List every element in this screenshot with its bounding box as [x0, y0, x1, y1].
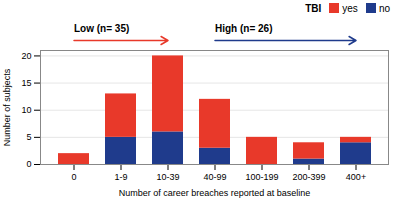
- svg-text:0: 0: [71, 172, 76, 182]
- svg-text:15: 15: [21, 78, 31, 88]
- html-text:yes: yes: [342, 2, 358, 14]
- html-text:TBI: TBI: [305, 2, 322, 14]
- svg-text:10: 10: [21, 105, 31, 115]
- svg-text:5: 5: [26, 132, 31, 142]
- svg-text:High (n= 26): High (n= 26): [215, 23, 273, 34]
- svg-text:Number of career breaches repo: Number of career breaches reported at ba…: [119, 188, 311, 198]
- svg-text:10-39: 10-39: [156, 172, 179, 182]
- svg-text:Number of subjects: Number of subjects: [2, 68, 12, 146]
- svg-text:40-99: 40-99: [203, 172, 226, 182]
- svg-text:1-9: 1-9: [114, 172, 127, 182]
- svg-text:20: 20: [21, 51, 31, 61]
- svg-text:Low (n= 35): Low (n= 35): [74, 23, 129, 34]
- svg-text:0: 0: [26, 159, 31, 169]
- html-text:no: no: [378, 2, 390, 14]
- svg-text:100-199: 100-199: [245, 172, 278, 182]
- svg-text:200-399: 200-399: [292, 172, 325, 182]
- svg-text:400+: 400+: [346, 172, 366, 182]
